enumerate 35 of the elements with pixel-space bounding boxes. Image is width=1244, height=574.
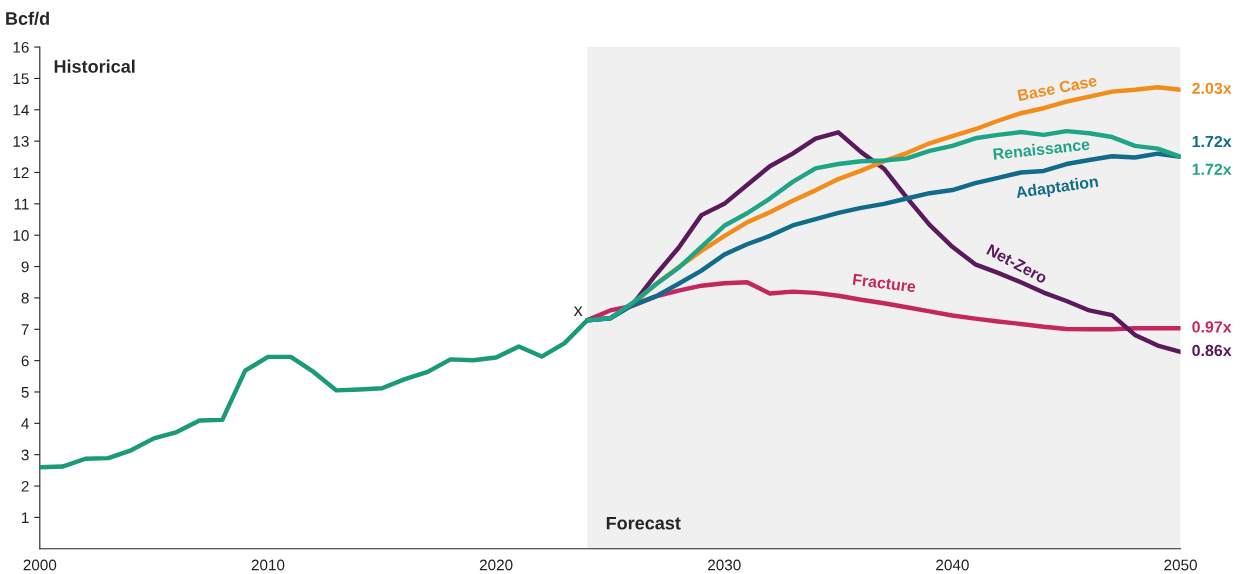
x-tick-label: 2020: [479, 559, 513, 571]
annotation: x: [573, 306, 583, 317]
x-tick-label: 2030: [708, 559, 741, 571]
band-label: Forecast: [606, 516, 681, 530]
text: 0.86x: [1192, 344, 1232, 357]
y-tick-label: 7: [21, 324, 29, 335]
x-tick-label: 2000: [23, 559, 57, 571]
y-tick-label: 1: [22, 512, 29, 523]
y-tick-label: 5: [21, 387, 29, 398]
text: Adaptation: [1015, 175, 1099, 202]
text: Base Case: [1017, 74, 1098, 102]
text: 2.03x: [1192, 82, 1232, 95]
text: 0.97x: [1192, 321, 1232, 333]
text: Fracture: [852, 273, 916, 293]
annotation: Historical: [54, 59, 135, 73]
y-tick-label: 14: [13, 104, 29, 116]
y-tick-label: 11: [14, 198, 29, 210]
y-tick-label: 15: [13, 73, 29, 85]
x-tick-label: 2050: [1164, 559, 1197, 571]
x-tick-label: 2010: [251, 559, 285, 571]
y-axis-title: Bcf/d: [6, 11, 49, 26]
x-tick-label: 2040: [936, 559, 969, 571]
y-tick-label: 6: [21, 355, 29, 367]
y-tick-label: 12: [13, 167, 29, 179]
y-tick-label: 13: [13, 136, 29, 147]
y-tick-label: 9: [21, 261, 29, 273]
y-tick-label: 8: [21, 292, 29, 304]
text: 1.72x: [1192, 163, 1232, 175]
text: 1.72x: [1192, 135, 1232, 148]
y-tick-label: 4: [21, 418, 29, 429]
y-tick-label: 10: [13, 230, 29, 241]
y-tick-label: 2: [21, 480, 29, 492]
y-tick-label: 3: [21, 449, 29, 461]
text: Renaissance: [993, 138, 1090, 160]
y-tick-label: 16: [13, 41, 29, 53]
